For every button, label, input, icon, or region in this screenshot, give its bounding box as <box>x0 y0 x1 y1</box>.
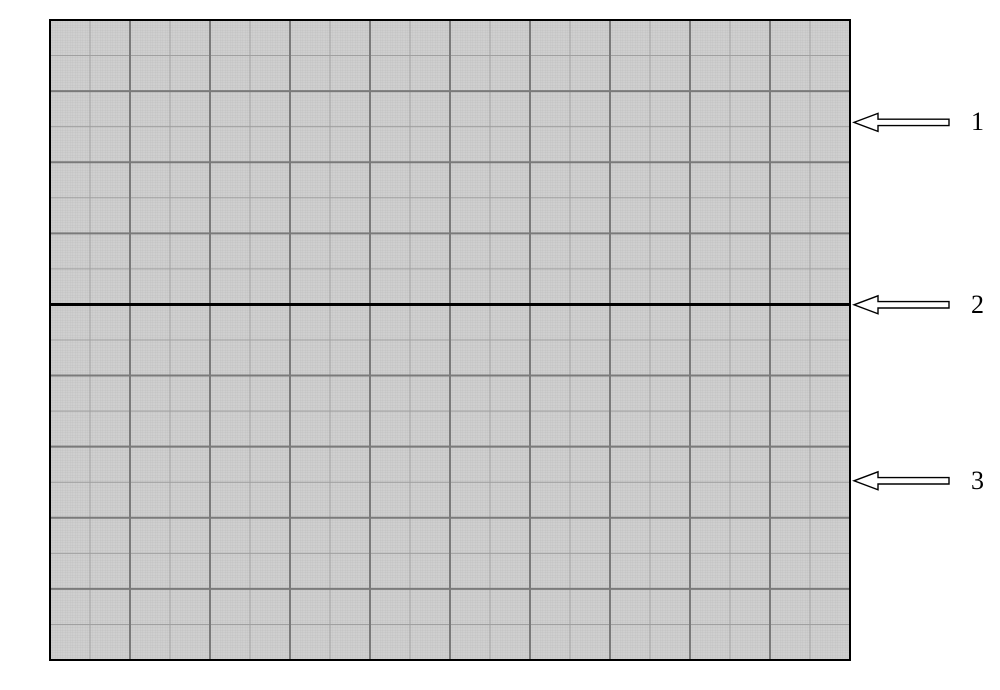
callout-2-label: 2 <box>971 292 984 318</box>
grid-panel <box>50 20 850 660</box>
figure-stage: 1 2 3 <box>0 0 1000 690</box>
figure-svg <box>0 0 1000 690</box>
callout-3-label: 3 <box>971 468 984 494</box>
callout-1-label: 1 <box>971 109 984 135</box>
